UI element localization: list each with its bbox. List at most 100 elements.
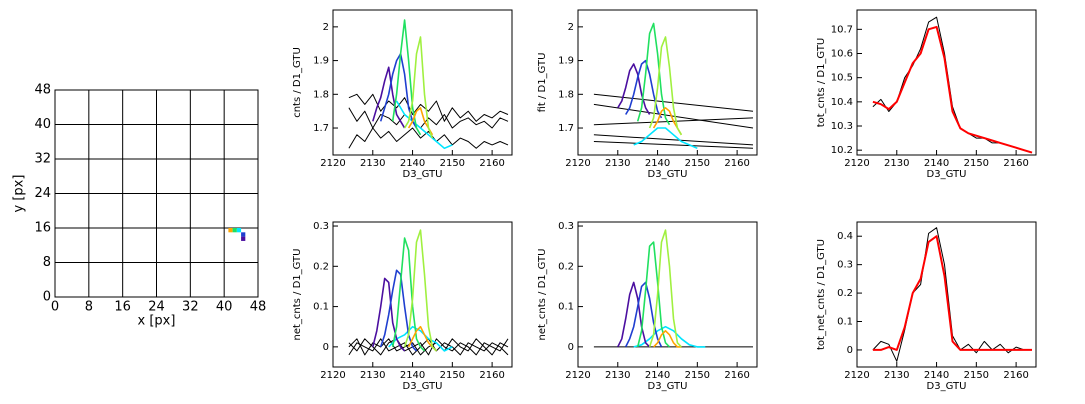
y-tick-label: 0.3: [837, 260, 853, 271]
y-tick-label: 1.9: [558, 56, 574, 67]
line: [348, 338, 509, 356]
y-tick-label: 8: [43, 255, 51, 270]
y-tick-label: 0.2: [558, 261, 574, 272]
x-tick-label: 2160: [1003, 370, 1028, 381]
pixel: [232, 228, 237, 233]
y-tick-label: 10.4: [831, 97, 853, 108]
x-tick-label: 2130: [605, 370, 630, 381]
plot-frame: [856, 9, 1037, 156]
line: [403, 36, 434, 139]
line: [593, 134, 754, 146]
y-tick-label: 0: [323, 342, 329, 353]
x-tick-label: 2120: [844, 370, 869, 381]
line: [872, 25, 1033, 154]
x-axis-label: D3_GTU: [403, 169, 443, 180]
x-axis-label: D3_GTU: [927, 169, 967, 180]
pixel: [228, 228, 233, 233]
y-tick-label: 0: [847, 345, 853, 356]
y-tick-label: 0.3: [313, 221, 329, 232]
line: [391, 237, 426, 352]
x-tick-label: 2140: [645, 158, 670, 169]
x-tick-label: 2160: [1003, 158, 1028, 169]
line: [395, 100, 453, 150]
x-tick-label: 8: [85, 300, 93, 315]
plot-frame: [577, 221, 758, 368]
plot-frame: [577, 9, 758, 156]
x-axis-label: D3_GTU: [648, 381, 688, 392]
pixel: [241, 232, 246, 237]
y-tick-label: 1.8: [313, 89, 329, 100]
x-axis-label: D3_GTU: [648, 169, 688, 180]
y-tick-label: 1.7: [558, 123, 574, 134]
x-tick-label: 40: [216, 300, 233, 315]
x-tick-label: 48: [250, 300, 267, 315]
line: [872, 235, 1032, 351]
x-tick-label: 2120: [844, 158, 869, 169]
line: [593, 103, 754, 129]
y-tick-label: 24: [34, 186, 51, 201]
y-tick-label: 1.7: [313, 123, 329, 134]
line: [636, 22, 671, 126]
line: [648, 229, 682, 348]
x-tick-label: 2140: [924, 370, 949, 381]
plot-frame: [856, 221, 1037, 368]
y-tick-label: 10.3: [831, 121, 853, 132]
x-tick-label: 32: [182, 300, 199, 315]
x-tick-label: 2130: [605, 158, 630, 169]
x-tick-label: 2130: [884, 370, 909, 381]
x-axis-label: D3_GTU: [927, 381, 967, 392]
x-tick-label: 2150: [964, 158, 989, 169]
y-tick-label: 16: [34, 221, 51, 236]
y-tick-label: 0.1: [558, 302, 574, 313]
y-axis-label: y [px]: [12, 175, 27, 213]
y-tick-label: 0: [43, 290, 51, 305]
x-axis-label: x [px]: [138, 314, 176, 329]
y-tick-label: 0.1: [313, 302, 329, 313]
line: [636, 241, 671, 348]
y-tick-label: 10.5: [831, 73, 853, 84]
x-tick-label: 2150: [440, 158, 465, 169]
x-tick-label: 2130: [884, 158, 909, 169]
line: [403, 229, 437, 352]
line: [348, 127, 509, 149]
line: [348, 107, 509, 129]
x-tick-label: 2160: [724, 370, 749, 381]
y-tick-label: 48: [34, 83, 51, 98]
y-axis-label: net_cnts / D1_GTU: [537, 249, 548, 341]
y-tick-label: 2: [568, 22, 574, 33]
x-tick-label: 2150: [964, 370, 989, 381]
x-tick-label: 0: [51, 300, 59, 315]
y-axis-label: tot_cnts / D1_GTU: [816, 38, 827, 128]
plot-frame: [54, 89, 259, 298]
x-tick-label: 2140: [924, 158, 949, 169]
y-tick-label: 0.3: [558, 221, 574, 232]
x-tick-label: 2160: [479, 370, 504, 381]
line: [348, 93, 509, 122]
line: [653, 330, 682, 348]
x-tick-label: 2120: [565, 370, 590, 381]
line: [593, 141, 754, 149]
line: [379, 269, 418, 352]
line: [633, 127, 698, 150]
y-tick-label: 10.2: [831, 145, 853, 156]
y-tick-label: 10.7: [831, 24, 853, 35]
y-tick-label: 32: [34, 152, 51, 167]
y-tick-label: 40: [34, 117, 51, 132]
y-tick-label: 0.1: [837, 317, 853, 328]
x-tick-label: 2120: [320, 158, 345, 169]
x-tick-label: 2120: [320, 370, 345, 381]
y-axis-label: net_cnts / D1_GTU: [292, 249, 303, 341]
line: [372, 66, 406, 129]
y-tick-label: 1.9: [313, 56, 329, 67]
y-axis-label: fit / D1_GTU: [537, 53, 548, 113]
line: [391, 19, 422, 136]
y-tick-label: 0.2: [313, 261, 329, 272]
y-tick-label: 2: [323, 22, 329, 33]
x-tick-label: 2140: [400, 370, 425, 381]
line: [648, 36, 683, 136]
x-axis-label: D3_GTU: [403, 381, 443, 392]
x-tick-label: 2150: [685, 158, 710, 169]
line: [372, 277, 406, 352]
y-tick-label: 10.6: [831, 49, 853, 60]
